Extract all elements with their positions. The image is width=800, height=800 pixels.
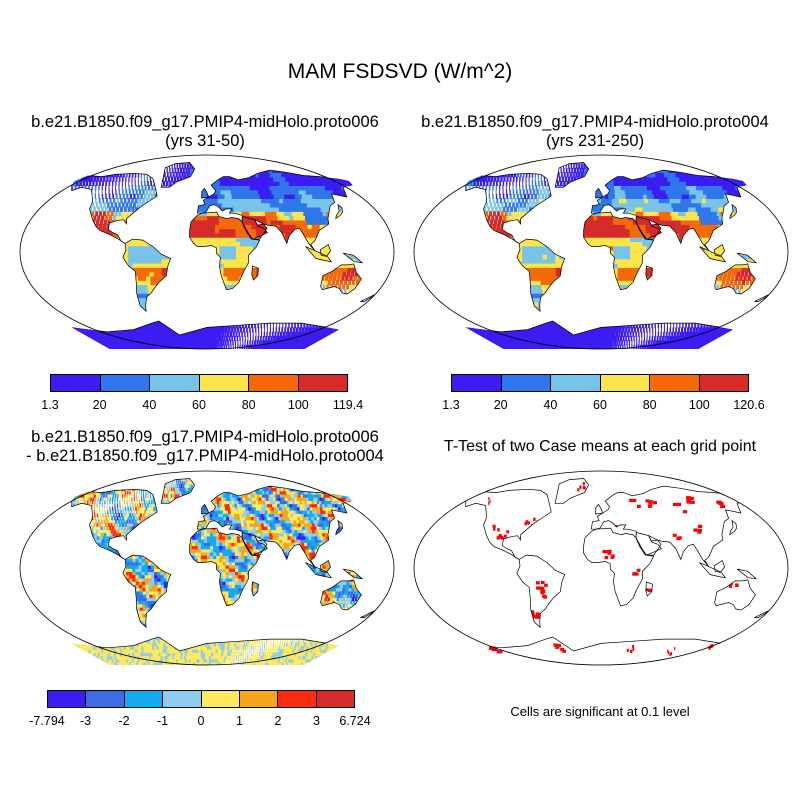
- colorbar-tick-label: 6.724: [339, 714, 371, 728]
- colorbar-swatch: [163, 691, 202, 707]
- colorbar-tick-label: -2: [118, 714, 130, 728]
- colorbar-swatch: [249, 375, 299, 391]
- colorbar-case1: 1.3 20 40 60 80 100 119.4: [41, 374, 363, 412]
- colorbar-swatch: [298, 375, 347, 391]
- panel4-title: T-Test of two Case means at each grid po…: [443, 438, 757, 455]
- colorbar-swatch: [199, 375, 249, 391]
- map-difference: [19, 470, 395, 666]
- colorbar-swatch: [239, 691, 279, 707]
- figure-title: MAM FSDSVD (W/m^2): [287, 60, 513, 83]
- colorbar-tick-label: 60: [593, 398, 607, 412]
- colorbar-tick-label: 40: [142, 398, 157, 412]
- panel3-title-line2: - b.e21.B1850.f09_g17.PMIP4-midHolo.prot…: [26, 447, 384, 465]
- significance-note: Cells are significant at 0.1 level: [510, 704, 690, 719]
- colorbar-tick-label: 1.3: [41, 398, 59, 412]
- colorbar-tick-label: 100: [688, 398, 710, 412]
- colorbar-tick-label: 119.4: [332, 398, 364, 412]
- colorbar-tick-label: 100: [287, 398, 309, 412]
- colorbar-swatch: [316, 691, 354, 707]
- colorbar-tick-label: 60: [192, 398, 206, 412]
- colorbar-swatch: [501, 375, 551, 391]
- panel2-title-line2: (yrs 231-250): [545, 132, 645, 150]
- colorbar-tick-label: -7.794: [29, 714, 65, 728]
- colorbar-tick-label: 120.6: [733, 398, 765, 412]
- globe-border: [413, 470, 789, 666]
- colorbar-swatch: [48, 691, 87, 707]
- colorbar-tick-label: 80: [642, 398, 657, 412]
- colorbar-difference: -7.794 -3 -2 -1 0 1 2 3 6.724: [29, 690, 371, 728]
- colorbar-tick-label: 3: [313, 714, 320, 728]
- colorbar-tick-label: 1.3: [442, 398, 460, 412]
- colorbar-swatch: [86, 691, 125, 707]
- colorbar-swatch: [452, 375, 502, 391]
- colorbar-swatch: [201, 691, 240, 707]
- colorbar-swatch: [150, 375, 200, 391]
- colorbar-swatch: [124, 691, 164, 707]
- colorbar-tick-label: 80: [241, 398, 256, 412]
- colorbar-swatch: [100, 375, 150, 391]
- colorbar-swatch: [600, 375, 650, 391]
- colorbar-tick-label: 0: [197, 714, 205, 728]
- colorbar-tick-label: 20: [92, 398, 107, 412]
- globe-border: [19, 154, 395, 350]
- colorbar-tick-label: -1: [156, 714, 169, 728]
- colorbar-tick-label: 2: [274, 714, 282, 728]
- globe-border: [19, 470, 395, 666]
- colorbar-tick-label: 1: [236, 714, 243, 728]
- colorbar-swatch: [51, 375, 101, 391]
- colorbar-tick-label: -3: [79, 714, 92, 728]
- colorbar-tick-label: 20: [493, 398, 508, 412]
- colorbar-case2: 1.3 20 40 60 80 100 120.6: [442, 374, 765, 412]
- colorbar-swatch: [650, 375, 700, 391]
- map-case2: [413, 154, 789, 350]
- colorbar-swatch: [551, 375, 601, 391]
- panel3-title-line1: b.e21.B1850.f09_g17.PMIP4-midHolo.proto0…: [31, 428, 379, 446]
- panel1-title-line1: b.e21.B1850.f09_g17.PMIP4-midHolo.proto0…: [31, 113, 379, 131]
- colorbar-tick-label: 40: [543, 398, 558, 412]
- map-ttest: [413, 470, 789, 666]
- map-case1: [19, 154, 395, 350]
- globe-border: [413, 154, 789, 350]
- panel2-title-line1: b.e21.B1850.f09_g17.PMIP4-midHolo.proto0…: [421, 113, 769, 131]
- colorbar-swatch: [278, 691, 317, 707]
- colorbar-swatch: [699, 375, 748, 391]
- panel1-title-line2: (yrs 31-50): [165, 132, 245, 150]
